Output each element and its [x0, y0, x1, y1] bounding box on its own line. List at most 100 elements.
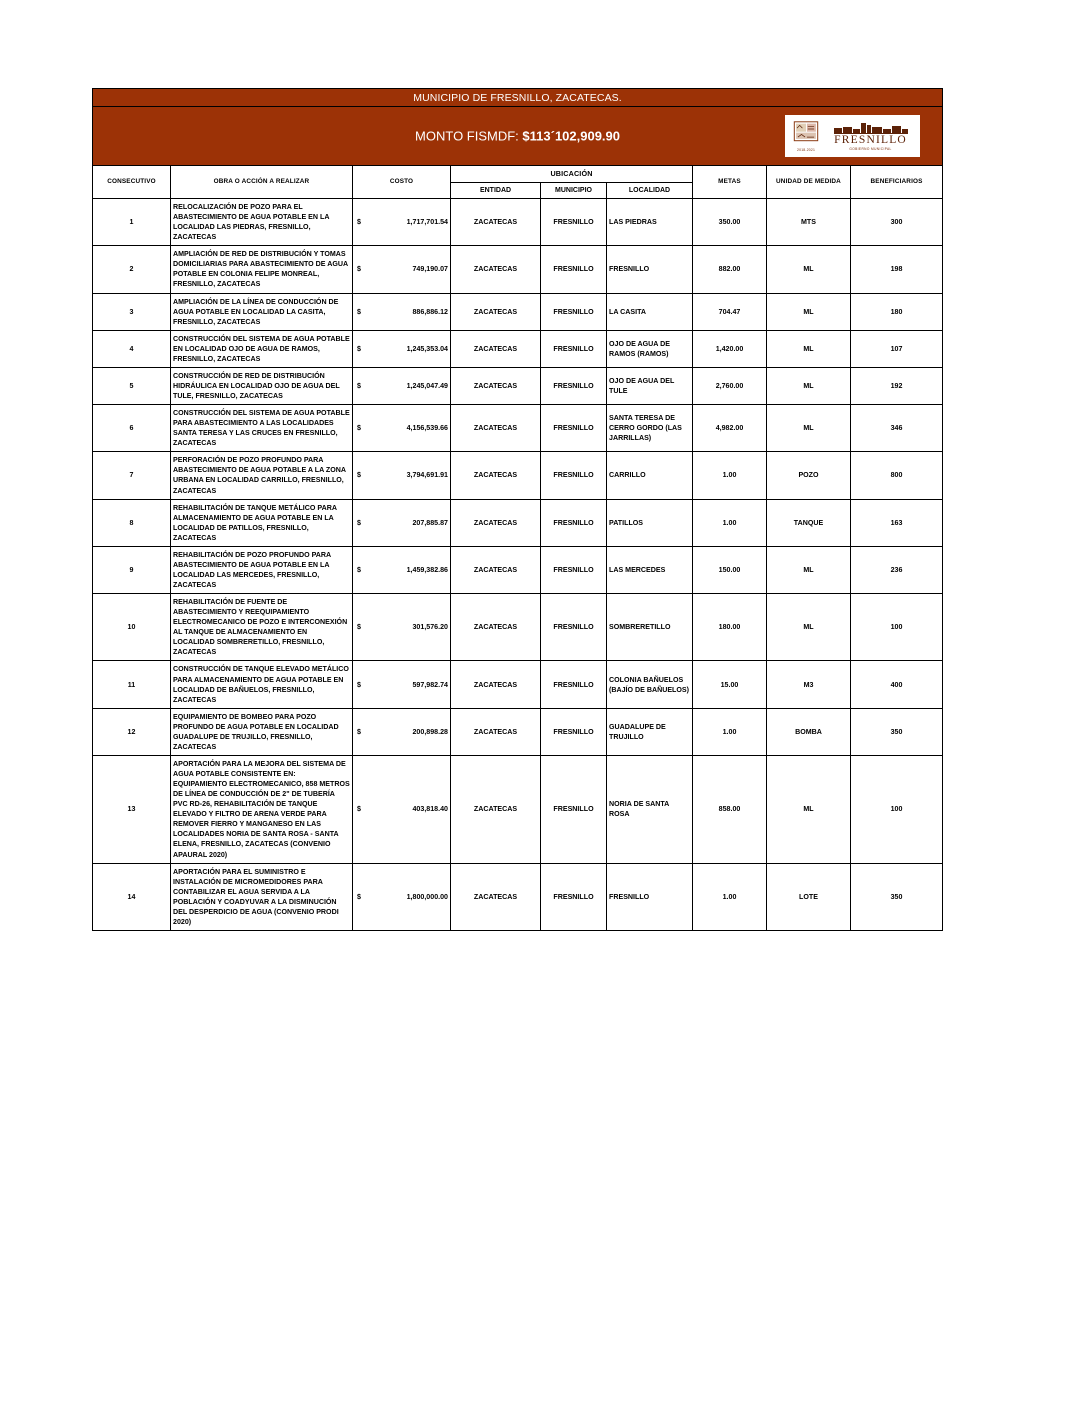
- cell-beneficiarios: 163: [849, 498, 944, 547]
- table-body: 1 RELOCALIZACIÓN DE POZO PARA EL ABASTECI…: [92, 197, 944, 931]
- cell-costo: $200,898.28: [352, 707, 451, 756]
- cell-unidad-medida: POZO: [766, 451, 851, 500]
- cell-consecutivo: 9: [92, 545, 171, 595]
- table-row: 4 CONSTRUCCIÓN DEL SISTEMA DE AGUA POTABL…: [92, 329, 944, 368]
- col-beneficiarios: BENEFICIARIOS: [849, 165, 944, 199]
- cell-unidad-medida: TANQUE: [766, 498, 851, 547]
- cell-obra: EQUIPAMIENTO DE BOMBEO PARA POZO PROFUND…: [170, 707, 353, 756]
- table-row: 8 REHABILITACIÓN DE TANQUE METÁLICO PARA …: [92, 498, 944, 547]
- table-row: 13 APORTACIÓN PARA LA MEJORA DEL SISTEMA …: [92, 754, 944, 864]
- cell-consecutivo: 7: [92, 451, 171, 500]
- cell-consecutivo: 10: [92, 593, 171, 662]
- cell-beneficiarios: 300: [849, 197, 944, 247]
- col-municipio: MUNICIPIO: [540, 181, 607, 199]
- cell-unidad-medida: ML: [766, 292, 851, 331]
- cell-metas: 704.47: [692, 292, 767, 331]
- cell-beneficiarios: 236: [849, 545, 944, 595]
- cell-consecutivo: 11: [92, 660, 171, 709]
- cell-beneficiarios: 100: [849, 593, 944, 662]
- banner-amount-wrapper: MONTO FISMDF: $113´102,909.90: [93, 107, 942, 165]
- table-row: 5 CONSTRUCCIÓN DE RED DE DISTRIBUCIÓN HID…: [92, 366, 944, 406]
- cell-municipio: FRESNILLO: [540, 366, 607, 406]
- cost-amount: 207,885.87: [412, 518, 448, 527]
- cell-municipio: FRESNILLO: [540, 707, 607, 756]
- cell-unidad-medida: BOMBA: [766, 707, 851, 756]
- cell-municipio: FRESNILLO: [540, 404, 607, 453]
- banner-amount-row: MONTO FISMDF: $113´102,909.90: [91, 106, 944, 166]
- cell-metas: 150.00: [692, 545, 767, 595]
- currency-symbol: $: [357, 680, 361, 689]
- cell-beneficiarios: 800: [849, 451, 944, 500]
- banner-title-row: MUNICIPIO DE FRESNILLO, ZACATECAS.: [91, 88, 944, 107]
- cell-consecutivo: 6: [92, 404, 171, 453]
- cell-consecutivo: 4: [92, 329, 171, 368]
- crest-caption: 2018-2021: [797, 148, 816, 152]
- cell-obra: AMPLIACIÓN DE LA LÍNEA DE CONDUCCIÓN DE …: [170, 292, 353, 331]
- currency-symbol: $: [357, 265, 361, 274]
- currency-symbol: $: [357, 344, 361, 353]
- currency-symbol: $: [357, 471, 361, 480]
- cell-beneficiarios: 198: [849, 245, 944, 294]
- cell-consecutivo: 13: [92, 754, 171, 864]
- cell-beneficiarios: 180: [849, 292, 944, 331]
- cell-obra: RELOCALIZACIÓN DE POZO PARA EL ABASTECIM…: [170, 197, 353, 247]
- coat-of-arms-icon: 2018-2021: [791, 120, 821, 152]
- cell-obra: APORTACIÓN PARA LA MEJORA DEL SISTEMA DE…: [170, 754, 353, 864]
- cell-costo: $597,982.74: [352, 660, 451, 709]
- cell-metas: 4,982.00: [692, 404, 767, 453]
- skyline-icon: [833, 123, 908, 135]
- cost-amount: 749,190.07: [412, 265, 448, 274]
- wordmark-tagline: GOBIERNO MUNICIPAL: [849, 146, 892, 151]
- cell-unidad-medida: ML: [766, 545, 851, 595]
- table-row: 11 CONSTRUCCIÓN DE TANQUE ELEVADO METÁLIC…: [92, 660, 944, 709]
- currency-symbol: $: [357, 218, 361, 227]
- col-consecutivo: CONSECUTIVO: [92, 165, 171, 199]
- cell-municipio: FRESNILLO: [540, 593, 607, 662]
- cell-costo: $1,800,000.00: [352, 862, 451, 931]
- cost-amount: 301,576.20: [412, 623, 448, 632]
- cell-obra: CONSTRUCCIÓN DEL SISTEMA DE AGUA POTABLE…: [170, 329, 353, 368]
- currency-symbol: $: [357, 381, 361, 390]
- cell-entidad: ZACATECAS: [450, 366, 541, 406]
- table-row: 10 REHABILITACIÓN DE FUENTE DE ABASTECIMI…: [92, 593, 944, 662]
- table-row: 9 REHABILITACIÓN DE POZO PROFUNDO PARA AB…: [92, 545, 944, 595]
- cell-consecutivo: 3: [92, 292, 171, 331]
- fresnillo-wordmark: FRESNILLO GOBIERNO MUNICIPAL: [827, 121, 914, 151]
- currency-symbol: $: [357, 623, 361, 632]
- cell-consecutivo: 14: [92, 862, 171, 931]
- currency-symbol: $: [357, 518, 361, 527]
- table-row: 3 AMPLIACIÓN DE LA LÍNEA DE CONDUCCIÓN DE…: [92, 292, 944, 331]
- cell-costo: $1,245,047.49: [352, 366, 451, 406]
- cell-beneficiarios: 350: [849, 862, 944, 931]
- table-row: 14 APORTACIÓN PARA EL SUMINISTRO E INSTAL…: [92, 862, 944, 931]
- cell-costo: $301,576.20: [352, 593, 451, 662]
- cell-localidad: OJO DE AGUA DE RAMOS (RAMOS): [606, 329, 693, 368]
- cost-amount: 3,794,691.91: [406, 471, 448, 480]
- cell-costo: $403,818.40: [352, 754, 451, 864]
- cell-costo: $886,886.12: [352, 292, 451, 331]
- cell-metas: 180.00: [692, 593, 767, 662]
- cell-localidad: GUADALUPE DE TRUJILLO: [606, 707, 693, 756]
- cell-beneficiarios: 107: [849, 329, 944, 368]
- cell-obra: PERFORACIÓN DE POZO PROFUNDO PARA ABASTE…: [170, 451, 353, 500]
- cell-municipio: FRESNILLO: [540, 660, 607, 709]
- cell-unidad-medida: ML: [766, 404, 851, 453]
- cell-entidad: ZACATECAS: [450, 862, 541, 931]
- table-row: 1 RELOCALIZACIÓN DE POZO PARA EL ABASTECI…: [92, 197, 944, 247]
- cost-amount: 1,459,382.86: [406, 565, 448, 574]
- cell-localidad: COLONIA BAÑUELOS (BAJÍO DE BAÑUELOS): [606, 660, 693, 709]
- cost-amount: 4,156,539.66: [406, 424, 448, 433]
- cell-metas: 15.00: [692, 660, 767, 709]
- cell-entidad: ZACATECAS: [450, 545, 541, 595]
- cell-metas: 1.00: [692, 862, 767, 931]
- monto-label: MONTO FISMDF:: [415, 128, 523, 144]
- cell-consecutivo: 12: [92, 707, 171, 756]
- col-entidad: ENTIDAD: [450, 181, 541, 199]
- cell-costo: $1,245,353.04: [352, 329, 451, 368]
- table-row: 12 EQUIPAMIENTO DE BOMBEO PARA POZO PROFU…: [92, 707, 944, 756]
- municipality-title: MUNICIPIO DE FRESNILLO, ZACATECAS.: [91, 88, 944, 107]
- cell-metas: 1,420.00: [692, 329, 767, 368]
- cell-beneficiarios: 100: [849, 754, 944, 864]
- cell-beneficiarios: 400: [849, 660, 944, 709]
